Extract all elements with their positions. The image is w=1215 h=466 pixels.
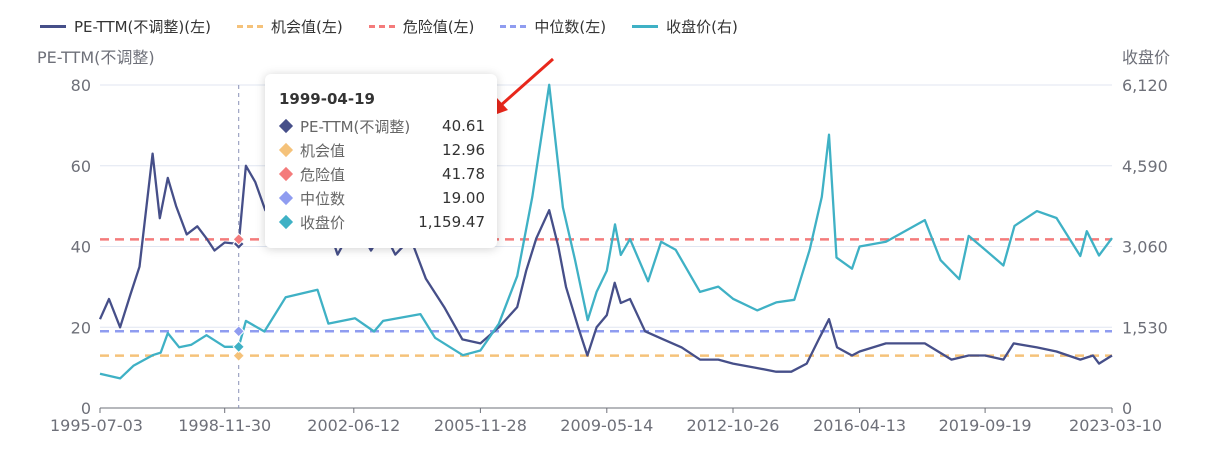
y-axis-title-right: 收盘价 (1122, 48, 1170, 67)
x-tick-label: 2023-03-10 (1069, 416, 1162, 435)
tooltip-label: PE-TTM(不调整) (300, 117, 411, 136)
y-axis-title-left: PE-TTM(不调整) (37, 48, 155, 67)
chart-legend: PE-TTM(不调整)(左) 机会值(左) 危险值(左) 中位数(左) 收盘价(右) (40, 14, 738, 38)
x-tick-label: 2012-10-26 (687, 416, 780, 435)
y-tick-right: 4,590 (1122, 157, 1168, 176)
legend-item[interactable]: 收盘价(右) (632, 16, 738, 37)
x-tick-label: 1998-11-30 (178, 416, 271, 435)
x-tick-label: 2009-05-14 (560, 416, 653, 435)
legend-swatch (368, 24, 395, 28)
tooltip-row: 收盘价 1,159.47 (278, 210, 485, 234)
tooltip-value: 19.00 (442, 189, 485, 207)
legend-item[interactable]: 危险值(左) (368, 16, 475, 37)
legend-swatch (500, 24, 527, 28)
tooltip-date: 1999-04-19 (279, 90, 375, 108)
x-tick-label: 2005-11-28 (434, 416, 527, 435)
legend-swatch (632, 24, 659, 28)
legend-label: PE-TTM(不调整)(左) (74, 17, 211, 36)
tooltip-marker (278, 118, 294, 134)
y-tick-right: 0 (1122, 399, 1132, 418)
x-tick-label: 1995-07-03 (50, 416, 143, 435)
tooltip-row: 中位数 19.00 (278, 186, 485, 210)
legend-item[interactable]: 机会值(左) (236, 16, 343, 37)
x-tick-label: 2002-06-12 (307, 416, 400, 435)
y-tick-left: 20 (71, 318, 91, 337)
legend-label: 危险值(左) (402, 17, 475, 36)
hover-tooltip: 1999-04-19 PE-TTM(不调整) 40.61 机会值 12.96 危险值 41… (265, 74, 497, 248)
legend-label: 收盘价(右) (666, 17, 738, 36)
legend-swatch (236, 24, 263, 28)
tooltip-rows: PE-TTM(不调整) 40.61 机会值 12.96 危险值 41.78 中位数 19.00… (278, 114, 485, 234)
tooltip-label: 危险值 (300, 165, 346, 184)
tooltip-value: 1,159.47 (418, 213, 485, 231)
tooltip-value: 41.78 (442, 165, 485, 183)
tooltip-row: 危险值 41.78 (278, 162, 485, 186)
legend-label: 中位数(左) (534, 17, 607, 36)
tooltip-marker (278, 142, 294, 158)
series-line (99, 83, 1113, 380)
tooltip-label: 收盘价 (300, 213, 346, 232)
annotation-arrow (499, 57, 554, 108)
hover-marker (232, 349, 245, 362)
tooltip-value: 12.96 (442, 141, 485, 159)
hover-marker (232, 325, 245, 338)
tooltip-row: PE-TTM(不调整) 40.61 (278, 114, 485, 138)
tooltip-marker (278, 214, 294, 230)
tooltip-marker (278, 190, 294, 206)
series-line (98, 152, 1113, 373)
tooltip-row: 机会值 12.96 (278, 138, 485, 162)
x-tick-label: 2016-04-13 (813, 416, 906, 435)
x-tick-label: 2019-09-19 (939, 416, 1032, 435)
y-tick-left: 80 (71, 76, 91, 95)
hover-marker (232, 233, 245, 246)
hover-marker (232, 340, 245, 354)
y-tick-right: 6,120 (1122, 76, 1168, 95)
legend-swatch (40, 24, 66, 28)
tooltip-label: 机会值 (300, 141, 346, 160)
tooltip-marker (278, 166, 294, 182)
y-tick-right: 3,060 (1122, 238, 1168, 257)
y-tick-left: 60 (71, 157, 91, 176)
y-tick-right: 1,530 (1122, 318, 1168, 337)
tooltip-label: 中位数 (300, 189, 346, 208)
y-tick-left: 40 (71, 238, 91, 257)
tooltip-value: 40.61 (442, 117, 485, 135)
legend-label: 机会值(左) (270, 17, 343, 36)
y-tick-left: 0 (81, 399, 91, 418)
legend-item[interactable]: PE-TTM(不调整)(左) (40, 16, 211, 37)
legend-item[interactable]: 中位数(左) (500, 16, 606, 37)
